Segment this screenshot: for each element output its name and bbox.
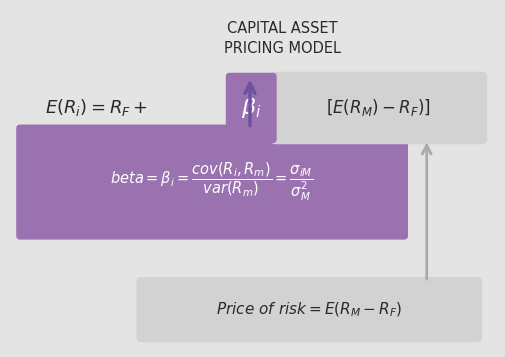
Text: $\mathit{Price\ of\ risk} = E(R_M - R_F)$: $\mathit{Price\ of\ risk} = E(R_M - R_F)… xyxy=(216,301,402,319)
Text: $[E(R_M) - R_F)]$: $[E(R_M) - R_F)]$ xyxy=(326,97,431,119)
FancyBboxPatch shape xyxy=(270,72,487,144)
Text: CAPITAL ASSET
PRICING MODEL: CAPITAL ASSET PRICING MODEL xyxy=(224,21,341,56)
Text: $\mathit{beta} = \beta_i = \dfrac{cov(R_i, R_m)}{var(R_m)} = \dfrac{\sigma_{iM}}: $\mathit{beta} = \beta_i = \dfrac{cov(R_… xyxy=(111,161,314,203)
Text: $\beta_i$: $\beta_i$ xyxy=(241,96,262,120)
FancyBboxPatch shape xyxy=(16,125,408,240)
FancyBboxPatch shape xyxy=(226,73,277,143)
Text: $E(R_i) = R_F +$: $E(R_i) = R_F +$ xyxy=(45,97,148,119)
FancyBboxPatch shape xyxy=(136,277,482,342)
